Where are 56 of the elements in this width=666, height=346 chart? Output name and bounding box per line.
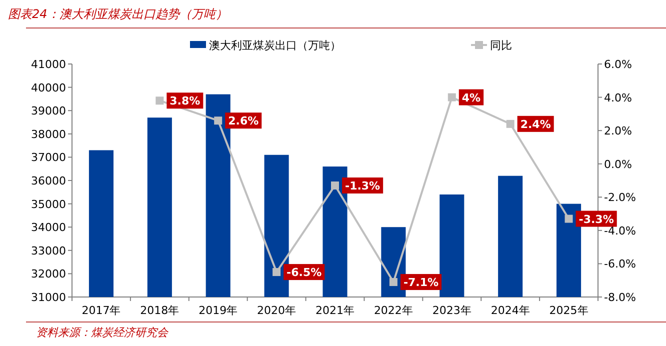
- label: -1.3%: [342, 178, 384, 194]
- label: 3.8%: [166, 92, 204, 109]
- point: [214, 116, 222, 125]
- y2-tick-label: -2.0%: [604, 191, 636, 204]
- chart-title: 图表24：澳大利亚煤炭出口趋势（万吨）: [8, 7, 228, 21]
- data-label: -3.3%: [578, 212, 614, 226]
- x-tick-label: 2023年: [432, 304, 472, 317]
- y-tick-label: 35000: [31, 198, 66, 211]
- data-label: -1.3%: [345, 179, 380, 192]
- x-tick-label: 2017年: [82, 304, 121, 317]
- data-label: 2.4%: [520, 118, 551, 131]
- label: 2.6%: [225, 112, 262, 129]
- y2-tick-label: -8.0%: [604, 291, 636, 304]
- x-tick-label: 2025年: [549, 304, 588, 317]
- data-label: 2.6%: [228, 114, 259, 128]
- point: [448, 93, 456, 102]
- point: [331, 181, 339, 190]
- label: 2.4%: [517, 116, 554, 132]
- y-tick-label: 33000: [31, 244, 66, 258]
- text: 资料来源：煤炭经济研究会: [36, 326, 169, 339]
- label: -6.5%: [284, 264, 325, 280]
- label: -7.1%: [400, 274, 442, 290]
- x-tick-label: 2021年: [316, 304, 354, 317]
- point: [564, 214, 573, 223]
- y-tick-label: 38000: [31, 128, 66, 141]
- data-label: 3.8%: [170, 94, 200, 108]
- y2-tick-label: 4.0%: [604, 91, 632, 104]
- y-tick-label: 41000: [31, 58, 66, 71]
- y-tick-label: 32000: [31, 268, 66, 281]
- y-tick-label: 37000: [31, 151, 66, 164]
- label: -3.3%: [576, 210, 617, 227]
- x-tick-label: 2022年: [374, 304, 413, 317]
- point: [156, 96, 164, 105]
- point: [389, 278, 398, 286]
- y-tick-label: 36000: [31, 174, 66, 188]
- legend-label: 澳大利亚煤炭出口（万吨）: [209, 39, 341, 52]
- y-tick-label: 39000: [31, 104, 66, 118]
- data-label: -6.5%: [286, 266, 322, 280]
- y2-tick-label: 0.0%: [604, 158, 632, 171]
- y2-tick-label: 2.0%: [604, 124, 632, 138]
- x-tick-label: 2024年: [490, 304, 530, 317]
- y2-tick-label: -4.0%: [604, 224, 636, 238]
- data-label: 4%: [462, 91, 481, 104]
- y2-tick-label: 6.0%: [604, 58, 632, 71]
- y-tick-label: 40000: [31, 81, 66, 94]
- data-label: -7.1%: [403, 276, 439, 290]
- x-tick-label: 2019年: [198, 304, 238, 317]
- y-tick-label: 34000: [31, 221, 66, 234]
- label: 4%: [458, 89, 484, 106]
- y-tick-label: 31000: [31, 291, 66, 304]
- point: [506, 120, 514, 128]
- point: [272, 268, 281, 276]
- y2-tick-label: -6.0%: [604, 258, 636, 271]
- x-tick-label: 2020年: [257, 304, 296, 317]
- x-tick-label: 2018年: [140, 304, 180, 317]
- legend-label: 同比: [490, 39, 512, 52]
